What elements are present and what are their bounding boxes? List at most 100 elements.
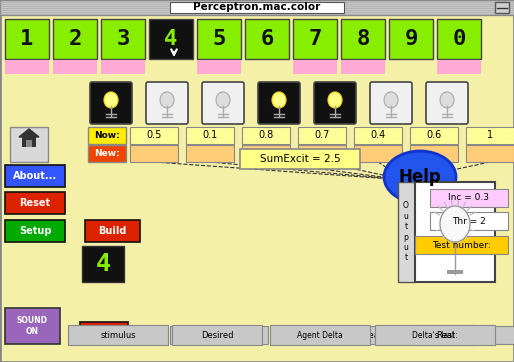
Bar xyxy=(415,325,475,345)
Bar xyxy=(447,270,463,274)
Ellipse shape xyxy=(160,92,174,108)
Bar xyxy=(170,2,344,13)
Text: New:: New: xyxy=(94,149,120,158)
Text: Now:: Now: xyxy=(94,131,120,140)
Bar xyxy=(149,19,193,59)
Ellipse shape xyxy=(272,92,286,108)
Bar xyxy=(466,127,514,144)
Text: Agent Delta: Agent Delta xyxy=(438,331,488,340)
Bar xyxy=(101,60,145,74)
Bar xyxy=(88,127,126,144)
Text: Build: Build xyxy=(98,226,126,236)
Bar xyxy=(408,326,514,344)
Bar xyxy=(5,220,65,242)
Bar xyxy=(53,19,97,59)
Bar xyxy=(245,19,289,59)
Ellipse shape xyxy=(440,206,470,242)
Bar xyxy=(354,127,402,144)
Text: Delta's last:: Delta's last: xyxy=(288,332,329,338)
Text: 0.1: 0.1 xyxy=(203,130,217,140)
Bar xyxy=(10,127,48,162)
Text: 0.7: 0.7 xyxy=(315,130,329,140)
Bar xyxy=(430,189,508,207)
Bar xyxy=(466,145,514,162)
Text: 5: 5 xyxy=(212,29,226,49)
Bar xyxy=(389,19,433,59)
Bar xyxy=(5,165,65,187)
Bar xyxy=(293,60,337,74)
FancyBboxPatch shape xyxy=(90,82,132,124)
Bar xyxy=(85,220,140,242)
Text: 8: 8 xyxy=(356,29,370,49)
Text: 1: 1 xyxy=(21,29,34,49)
Ellipse shape xyxy=(328,92,342,108)
Bar xyxy=(437,60,481,74)
Bar xyxy=(5,60,49,74)
Text: 0.5: 0.5 xyxy=(146,130,162,140)
Ellipse shape xyxy=(104,92,118,108)
Bar xyxy=(101,19,145,59)
Text: 0.4: 0.4 xyxy=(371,130,386,140)
Text: Help: Help xyxy=(399,168,442,186)
Bar xyxy=(26,140,32,147)
Bar xyxy=(341,19,385,59)
Bar xyxy=(5,19,49,59)
Text: Real: Real xyxy=(363,331,381,340)
Text: 0.6: 0.6 xyxy=(427,130,442,140)
Text: stimulus: stimulus xyxy=(99,331,135,340)
Bar xyxy=(293,19,337,59)
Text: QUIT: QUIT xyxy=(91,328,117,338)
Bar xyxy=(197,19,241,59)
Bar xyxy=(410,145,458,162)
Text: Inc = 0.3: Inc = 0.3 xyxy=(449,194,489,202)
Bar xyxy=(88,145,126,162)
Text: Desired: Desired xyxy=(203,331,235,340)
Bar xyxy=(170,326,268,344)
Ellipse shape xyxy=(384,92,398,108)
Text: Reset: Reset xyxy=(20,198,50,208)
Polygon shape xyxy=(19,129,39,137)
Text: stimulus: stimulus xyxy=(100,331,136,340)
Text: 9: 9 xyxy=(405,29,418,49)
Bar xyxy=(410,127,458,144)
Ellipse shape xyxy=(440,92,454,108)
Bar xyxy=(186,145,234,162)
Bar xyxy=(68,325,168,345)
Bar xyxy=(0,0,514,15)
FancyBboxPatch shape xyxy=(146,82,188,124)
Bar xyxy=(398,182,415,282)
Bar xyxy=(240,149,360,169)
Text: 4: 4 xyxy=(96,252,111,276)
Bar xyxy=(280,326,338,344)
FancyBboxPatch shape xyxy=(202,82,244,124)
Bar xyxy=(415,182,495,282)
Bar xyxy=(197,60,241,74)
Bar xyxy=(5,192,65,214)
Text: Desired: Desired xyxy=(201,331,233,340)
FancyBboxPatch shape xyxy=(314,82,356,124)
Text: Setup: Setup xyxy=(19,226,51,236)
Bar xyxy=(5,308,60,344)
Bar xyxy=(415,236,508,254)
Bar xyxy=(242,127,290,144)
Bar xyxy=(270,325,370,345)
Text: 3: 3 xyxy=(116,29,130,49)
Text: 0: 0 xyxy=(452,29,466,49)
Text: 2: 2 xyxy=(68,29,82,49)
Text: SumExcit = 2.5: SumExcit = 2.5 xyxy=(260,154,340,164)
Bar xyxy=(82,246,124,282)
Bar xyxy=(186,127,234,144)
Ellipse shape xyxy=(384,151,456,203)
Bar xyxy=(375,325,495,345)
Text: 7: 7 xyxy=(308,29,322,49)
Bar xyxy=(80,322,128,344)
Bar xyxy=(354,145,402,162)
Bar xyxy=(437,19,481,59)
Bar xyxy=(130,145,178,162)
Bar xyxy=(68,326,166,344)
Bar xyxy=(130,127,178,144)
Bar xyxy=(22,137,36,147)
Text: 1: 1 xyxy=(487,130,493,140)
FancyBboxPatch shape xyxy=(370,82,412,124)
Text: SOUND
ON: SOUND ON xyxy=(16,316,47,336)
